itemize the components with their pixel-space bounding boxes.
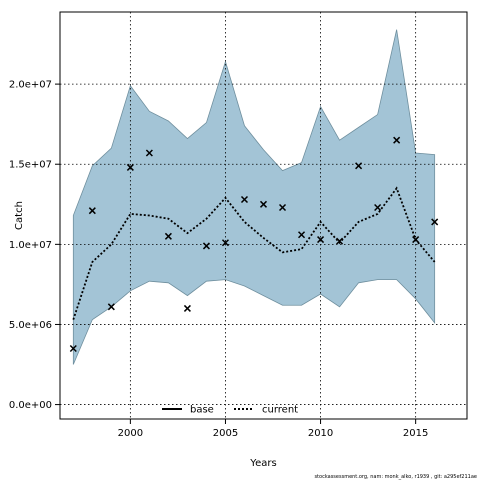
y-tick-label: 0.0e+00: [9, 400, 52, 411]
observed-point: [374, 203, 382, 212]
axes: 2000 2005 2010 2015 0.0e+00 5.0e+06 1.0e+07 1.5…: [9, 11, 468, 439]
y-tick-label: 1.5e+07: [9, 160, 52, 171]
y-tick-label: 1.0e+07: [9, 240, 52, 251]
observed-point: [145, 149, 153, 157]
y-tick-label: 5.0e+06: [9, 320, 52, 331]
observed-point: [393, 136, 401, 144]
y-axis-title: Catch: [14, 201, 25, 230]
observed-point: [240, 195, 249, 204]
x-tick-label: 2005: [213, 428, 238, 439]
observed-point: [355, 162, 363, 170]
observed-point: [69, 344, 77, 353]
series-current-line: [72, 186, 436, 320]
confidence-band: [72, 29, 436, 365]
x-tick-label: 2010: [308, 428, 333, 439]
observed-point: [202, 242, 210, 250]
legend-label-current: current: [262, 405, 298, 416]
plot-frame: [59, 11, 468, 420]
x-axis-title: Years: [249, 458, 276, 469]
observed-point: [164, 232, 172, 240]
x-tick-label: 2015: [403, 428, 428, 439]
credit-text: stockassessment.org, nam: monk_alko, r19…: [314, 474, 477, 480]
observed-point: [298, 231, 306, 239]
x-tick-label: 2000: [118, 428, 143, 439]
observed-point: [431, 218, 439, 226]
observed-point: [126, 163, 134, 171]
observed-point: [336, 237, 344, 245]
legend: base current: [162, 405, 298, 416]
observed-point: [107, 303, 115, 311]
observed-point: [317, 236, 325, 244]
plot-area: [60, 12, 467, 419]
observed-point: [412, 236, 420, 244]
observed-point: [221, 239, 229, 247]
observed-point: [183, 304, 191, 312]
observed-point: [259, 200, 268, 208]
y-tick-label: 2.0e+07: [9, 80, 52, 91]
observed-point: [88, 207, 96, 215]
observed-point: [278, 203, 287, 212]
legend-label-base: base: [190, 405, 214, 416]
